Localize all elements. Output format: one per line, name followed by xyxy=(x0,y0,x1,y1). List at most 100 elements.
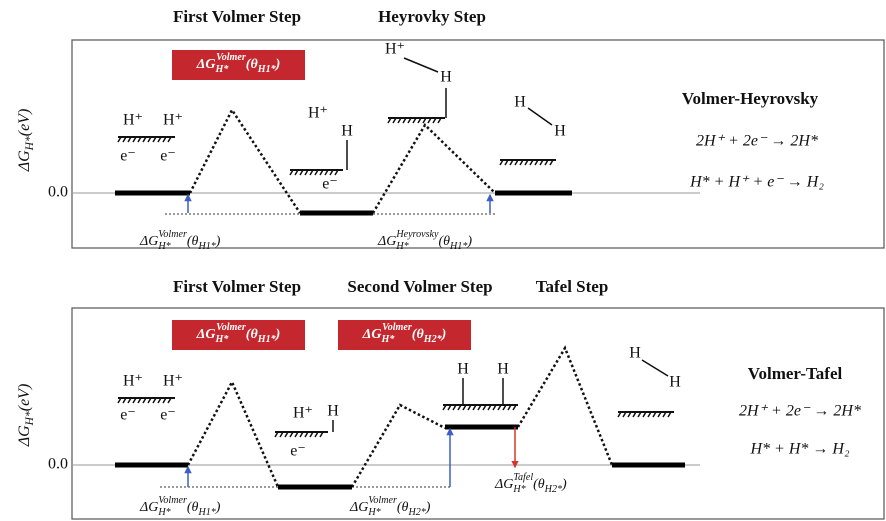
formula-part: Volmer xyxy=(158,229,187,240)
step-header: Heyrovky Step xyxy=(378,7,486,26)
species-label: H⁺ xyxy=(163,373,183,390)
species-label: H xyxy=(669,374,681,391)
step-header: First Volmer Step xyxy=(173,7,301,26)
species-label: H⁺ xyxy=(385,41,405,58)
formula-part: H1* xyxy=(197,241,216,252)
formula-part: (θ xyxy=(533,477,545,492)
bond xyxy=(528,108,552,125)
formula-part: (θ xyxy=(397,500,409,515)
equation: 2H⁺ + 2e⁻ → 2H* xyxy=(696,133,818,150)
species-label: e⁻ xyxy=(160,407,176,424)
formula-part: ΔG xyxy=(139,500,158,515)
formula-part: ΔG xyxy=(494,477,513,492)
formula-part: ) xyxy=(561,477,567,492)
formula-part: H* xyxy=(157,507,171,518)
equation: 2H⁺ + 2e⁻ → 2H* xyxy=(739,403,861,420)
formula-part: H* xyxy=(395,241,409,252)
species-label: H xyxy=(514,94,526,111)
gap-label: ΔGH*Tafel(θH2*) xyxy=(494,472,567,495)
formula-part: (θ xyxy=(187,500,199,515)
formula-part: (eV) xyxy=(16,384,33,412)
transition-path xyxy=(190,110,300,213)
formula-part: (θ xyxy=(438,234,450,249)
species-label: H⁺ xyxy=(123,373,143,390)
y-axis-label: ΔGH*(eV) xyxy=(16,384,36,448)
gap-label: ΔGH*Volmer(θH1*) xyxy=(139,495,221,518)
species-label: H xyxy=(327,403,339,420)
step-header: Tafel Step xyxy=(536,277,609,296)
formula-part: ΔG xyxy=(362,327,382,342)
transition-path xyxy=(188,382,278,487)
formula-part: Heyrovsky xyxy=(395,229,439,240)
bond xyxy=(404,58,438,72)
species-label: e⁻ xyxy=(290,443,306,460)
formula-part: H* xyxy=(157,241,171,252)
species-label: e⁻ xyxy=(120,407,136,424)
formula-part: Volmer xyxy=(382,322,412,333)
species-label: H⁺ xyxy=(123,112,143,129)
species-label: H xyxy=(440,69,452,86)
species-label: H xyxy=(629,345,641,362)
y-axis-label: ΔGH*(eV) xyxy=(16,109,36,173)
formula-part: H* xyxy=(215,64,230,75)
step-header: Second Volmer Step xyxy=(347,277,492,296)
formula-part: ) xyxy=(466,234,472,249)
formula-part: H* xyxy=(215,334,230,345)
formula-part: ΔG xyxy=(196,327,216,342)
formula-part: Volmer xyxy=(368,495,397,506)
gap-label: ΔGH*Heyrovsky(θH1*) xyxy=(377,229,472,252)
formula-part: H2* xyxy=(423,334,443,345)
equation: H* + H* → H₂ xyxy=(749,441,849,458)
diagram: First Volmer StepHeyrovky StepΔGH*(eV)0.… xyxy=(0,0,886,521)
species-label: H xyxy=(341,123,353,140)
formula-part: H1* xyxy=(197,507,216,518)
formula-part: H* xyxy=(512,484,526,495)
species-label: H⁺ xyxy=(293,405,313,422)
transition-path xyxy=(352,405,445,487)
formula-part: H1* xyxy=(257,334,277,345)
species-label: e⁻ xyxy=(160,148,176,165)
formula-part: (θ xyxy=(187,234,199,249)
equation: H* + H⁺ + e⁻ → H₂ xyxy=(689,174,824,191)
formula-part: H* xyxy=(381,334,396,345)
zero-label: 0.0 xyxy=(48,184,68,201)
formula-part: Volmer xyxy=(216,52,246,63)
step-header: First Volmer Step xyxy=(173,277,301,296)
formula-part: ΔG xyxy=(139,234,158,249)
species-label: e⁻ xyxy=(322,176,338,193)
formula-part: Volmer xyxy=(216,322,246,333)
formula-part: H* xyxy=(24,136,36,151)
formula-part: H* xyxy=(24,411,36,426)
formula-part: H1* xyxy=(449,241,468,252)
formula-part: (θ xyxy=(412,327,425,342)
species-label: H⁺ xyxy=(163,112,183,129)
formula-part: ΔG xyxy=(196,57,216,72)
mechanism-title: Volmer-Heyrovsky xyxy=(682,89,819,108)
formula-part: H1* xyxy=(257,64,277,75)
formula-part: ) xyxy=(215,234,221,249)
formula-part: ) xyxy=(425,500,431,515)
gap-label: ΔGH*Volmer(θH2*) xyxy=(349,495,431,518)
zero-label: 0.0 xyxy=(48,456,68,473)
formula-part: H* xyxy=(367,507,381,518)
species-label: H xyxy=(457,361,469,378)
formula-part: ΔG xyxy=(16,425,33,447)
formula-part: (θ xyxy=(246,57,259,72)
formula-part: ΔG xyxy=(377,234,396,249)
transition-path xyxy=(518,348,612,465)
formula-part: (eV) xyxy=(16,109,33,137)
formula-part: ΔG xyxy=(16,150,33,172)
bond xyxy=(642,360,668,376)
formula-part: ) xyxy=(215,500,221,515)
formula-part: H2* xyxy=(407,507,426,518)
formula-part: Volmer xyxy=(158,495,187,506)
transition-path xyxy=(373,125,495,213)
formula-part: (θ xyxy=(246,327,259,342)
species-label: H xyxy=(554,123,566,140)
species-label: H⁺ xyxy=(308,105,328,122)
species-label: e⁻ xyxy=(120,148,136,165)
formula-part: Tafel xyxy=(513,472,533,483)
mechanism-title: Volmer-Tafel xyxy=(748,364,843,383)
species-label: H xyxy=(497,361,509,378)
formula-part: ΔG xyxy=(349,500,368,515)
